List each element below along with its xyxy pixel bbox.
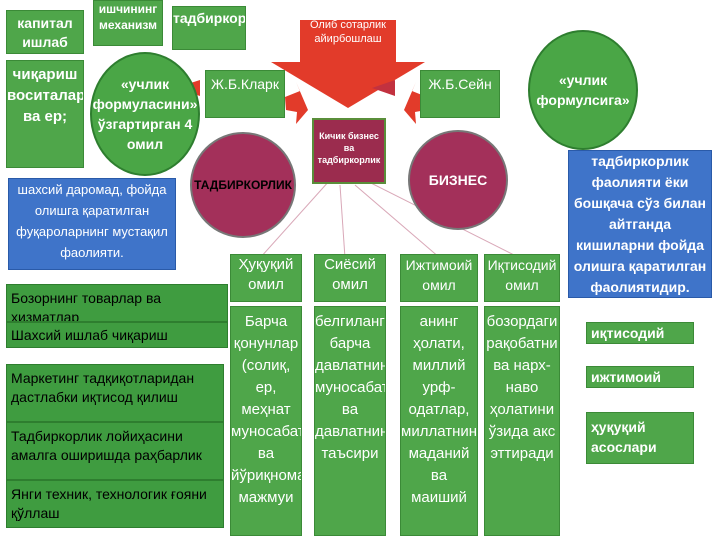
tag-social: ижтимоий xyxy=(586,366,694,388)
blue-box-left: шахсий даромад, фойда олишга қаратилган … xyxy=(8,178,176,270)
box-entrepreneur-top: тадбиркорлик xyxy=(172,6,246,50)
col-body-social: анинг ҳолати, миллий урф-одатлар, миллат… xyxy=(400,306,478,536)
list-item-market: Бозорнинг товарлар ва хизматлар xyxy=(6,284,228,322)
blue-box-right: тадбиркорлик фаолияти ёки бошқача сўз би… xyxy=(568,150,712,298)
top-arrow xyxy=(271,20,425,108)
box-sey: Ж.Б.Сейн xyxy=(420,70,500,118)
center-box: Кичик бизнес ва тадбиркорлик xyxy=(312,118,386,184)
circle-business: БИЗНЕС xyxy=(408,130,508,230)
col-body-political: белгиланган барча давлатнинг муносабатин… xyxy=(314,306,386,536)
col-header-economic: Иқтисодий омил xyxy=(484,254,560,302)
box-capital: капитал ишлаб xyxy=(6,10,84,54)
list-item-leadership: Тадбиркорлик лойиҳасини амалга оширишда … xyxy=(6,422,224,480)
box-klark: Ж.Б.Кларк xyxy=(205,70,285,118)
box-worker: ишчининг механизм xyxy=(93,0,163,46)
col-body-economic: бозордаги рақобатни ва нарх-наво ҳолатин… xyxy=(484,306,560,536)
col-header-legal: Ҳуқуқий омил xyxy=(230,254,302,302)
col-header-social: Ижтимоий омил xyxy=(400,254,478,302)
oval-triple-formula: «учлик формулсига» xyxy=(528,30,638,150)
tag-legal-foundations: ҳуқуқий асослари xyxy=(586,412,694,464)
top-red-label: Олиб сотарлик айирбошлаш xyxy=(309,19,386,45)
left-arrow xyxy=(285,82,308,124)
list-item-production: Шахсий ишлаб чиқариш xyxy=(6,322,228,348)
circle-entrepreneurship: ТАДБИРКОРЛИК xyxy=(190,132,296,238)
right-arrow xyxy=(404,82,427,124)
list-item-marketing: Маркетинг тадқиқотларидан дастлабки иқти… xyxy=(6,364,224,422)
list-item-new-tech: Янги техник, технологик ғояни қўллаш xyxy=(6,480,224,528)
oval-four-factors: «учлик формуласини» ўзгартирган 4 омил xyxy=(90,52,200,176)
col-body-legal: Барча қонунлар (солиқ, ер, меҳнат муноса… xyxy=(230,306,302,536)
tag-economic: иқтисодий xyxy=(586,322,694,344)
col-header-political: Сиёсий омил xyxy=(314,254,386,302)
box-means-of-production: чиқариш воситалари ва ер; xyxy=(6,60,84,168)
